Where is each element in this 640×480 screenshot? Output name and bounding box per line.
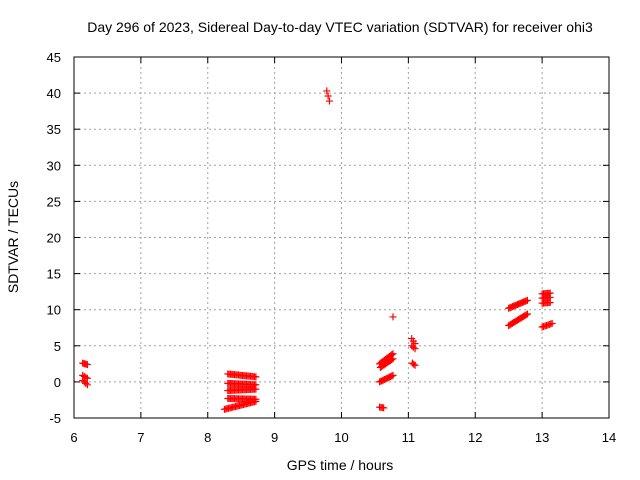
data-point <box>82 373 90 381</box>
y-tick-label: -5 <box>49 411 61 426</box>
data-point <box>389 313 397 321</box>
x-tick-label: 11 <box>402 430 416 445</box>
data-point <box>389 371 397 379</box>
data-point <box>323 87 331 95</box>
y-axis-tick-labels: -5 0 5 10 15 20 25 30 35 40 45 <box>47 50 61 426</box>
y-tick-label: 25 <box>47 194 61 209</box>
data-point <box>83 361 91 369</box>
x-tick-label: 9 <box>271 430 278 445</box>
x-axis-label: GPS time / hours <box>287 457 394 473</box>
y-axis-label: SDTVAR / TECUs <box>5 181 21 293</box>
data-point <box>380 404 388 412</box>
data-points <box>79 87 556 413</box>
y-tick-label: 0 <box>54 375 61 390</box>
data-point <box>411 345 419 353</box>
grid <box>74 57 609 418</box>
y-tick-label: 20 <box>47 231 61 246</box>
x-tick-label: 6 <box>70 430 77 445</box>
y-tick-label: 10 <box>47 303 61 318</box>
data-point <box>252 397 260 405</box>
data-point <box>325 97 333 105</box>
data-point <box>411 361 419 369</box>
data-point <box>83 374 91 382</box>
data-point <box>388 356 396 364</box>
data-point <box>252 373 260 381</box>
data-point <box>252 385 260 393</box>
y-tick-label: 40 <box>47 86 61 101</box>
data-point <box>410 360 418 368</box>
data-point <box>522 311 530 319</box>
data-point <box>546 298 554 306</box>
data-point <box>83 381 91 389</box>
x-tick-label: 13 <box>535 430 549 445</box>
y-tick-label: 15 <box>47 267 61 282</box>
data-point <box>82 379 90 387</box>
data-point <box>324 92 332 100</box>
y-tick-label: 45 <box>47 50 61 65</box>
data-point <box>409 343 417 351</box>
data-point <box>389 355 397 363</box>
x-tick-label: 8 <box>204 430 211 445</box>
data-point <box>523 296 531 304</box>
axis-ticks <box>73 56 610 419</box>
x-tick-label: 12 <box>468 430 482 445</box>
x-tick-label: 7 <box>137 430 144 445</box>
x-tick-label: 10 <box>334 430 348 445</box>
y-tick-label: 5 <box>54 339 61 354</box>
y-tick-label: 35 <box>47 122 61 137</box>
x-tick-label: 14 <box>602 430 616 445</box>
chart-title: Day 296 of 2023, Sidereal Day-to-day VTE… <box>87 19 593 35</box>
x-axis-tick-labels: 6 7 8 9 10 11 12 13 14 <box>70 430 616 445</box>
y-tick-label: 30 <box>47 158 61 173</box>
data-point <box>548 319 556 327</box>
data-point <box>523 310 531 318</box>
